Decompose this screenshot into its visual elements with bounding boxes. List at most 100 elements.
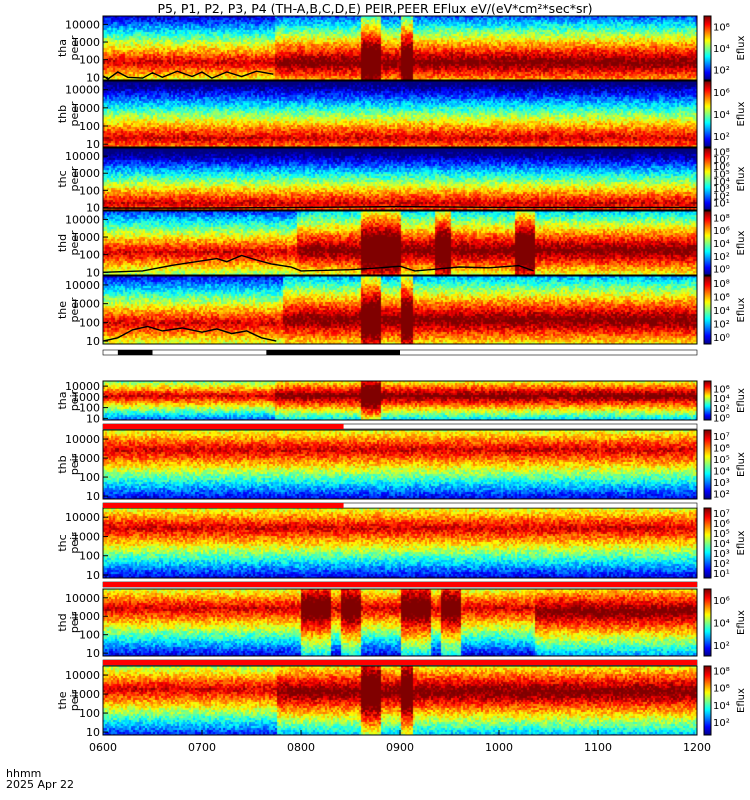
colorbar-tick-label: 10⁵ [713, 455, 730, 466]
panel-thc-peir: 10000 1000 100 10 thc peir 10⁷10⁶10⁵10⁴10³10²1… [56, 507, 747, 582]
xtick-label: 1100 [584, 741, 612, 754]
xtick-label: 1200 [683, 741, 711, 754]
ytick-label: 1000 [72, 530, 100, 543]
colorbar-tick-label: 10⁴ [713, 619, 730, 630]
colorbar-tick-label: 10² [713, 559, 730, 570]
colorbar-tick-label: 10⁵ [713, 170, 730, 181]
panel-ylabel: thc [56, 534, 69, 551]
colorbar-tick-label: 10⁷ [713, 509, 730, 520]
panel-ylabel: thc [56, 170, 69, 187]
ytick-label: 10000 [65, 213, 100, 226]
panel-ylabel: peir [68, 389, 81, 411]
panel-frame [102, 147, 698, 211]
ytick-label: 1000 [72, 102, 100, 115]
spectrogram-image [103, 211, 697, 275]
colorbar-tick-label: 10² [713, 404, 730, 415]
colorbar-tick-label: 10⁴ [713, 394, 730, 405]
colorbar [704, 666, 711, 735]
ytick-label: 10 [86, 647, 100, 660]
colorbar-tick-label: 10⁴ [713, 239, 730, 250]
overlay-line [102, 254, 534, 273]
spectrogram-image [103, 16, 697, 80]
colorbar-tick-label: 10³ [713, 478, 730, 489]
colorbar-frame [703, 15, 712, 81]
ytick-label: 1000 [72, 688, 100, 701]
xtick-label: 0800 [287, 741, 315, 754]
ytick-label: 100 [79, 120, 100, 133]
ytick-label: 1000 [72, 298, 100, 311]
panel-frame [102, 15, 698, 81]
panel-ylabel: tha [56, 391, 69, 409]
spectrogram-image [103, 81, 697, 147]
colorbar-frame [703, 380, 712, 421]
ytick-label: 100 [79, 402, 100, 415]
colorbar [704, 430, 711, 499]
plot-title: P5, P1, P2, P3, P4 (TH-A,B,C,D,E) PEIR,P… [157, 1, 593, 16]
colorbar-tick-label: 10⁰ [713, 265, 730, 276]
overlay-line [102, 325, 277, 342]
colorbar-frame [703, 210, 712, 276]
panel-thb-peer: 10000 1000 100 10 thb peer 10⁶ 10⁴ 10² Eflux [56, 80, 747, 151]
panel-ylabel: the [56, 301, 69, 319]
spectrogram-image [103, 276, 697, 344]
colorbar-frame [703, 507, 712, 579]
colorbar-label: Eflux [736, 35, 747, 60]
spectrogram-image [103, 508, 697, 578]
colorbar-tick-label: 10⁷ [713, 432, 730, 443]
panel-ylabel: thb [56, 455, 69, 473]
overlay-line [103, 205, 697, 209]
time-axis-caption: hhmm [6, 767, 42, 780]
colorbar-tick-label: 10⁶ [713, 226, 730, 237]
ytick-label: 10 [86, 412, 100, 425]
colorbar [704, 211, 711, 275]
xtick-label: 0900 [386, 741, 414, 754]
panel-the-peer: 10000 1000 100 10 the peer 10⁸ 10⁶ 10⁴ 10² 10⁰ Eflu… [56, 275, 747, 348]
colorbar-tick-label: 10² [713, 252, 730, 263]
panel-frame [102, 429, 698, 500]
colorbar-label: Eflux [736, 297, 747, 322]
panel-the-peir: 10000 1000 100 10 the peir 10⁸ 10⁶ 10⁴ 10² Eflux [56, 665, 747, 739]
panel-ylabel: peir [68, 532, 81, 554]
ytick-label: 10000 [65, 511, 100, 524]
ytick-label: 10000 [65, 592, 100, 605]
colorbar [704, 508, 711, 578]
mode-flag-bar [102, 349, 698, 356]
panel-thd-peer: 10000 1000 100 10 thd peer 10⁸ 10⁶ 10⁴ 10² 10⁰ Eflu… [56, 210, 747, 279]
colorbar-tick-label: 10⁸ [713, 279, 730, 290]
panel-ylabel: the [56, 691, 69, 709]
panel-thd-peir: 10000 1000 100 10 thd peir 10⁶ 10⁴ 10² Eflux [56, 588, 747, 660]
colorbar-tick-label: 10⁶ [713, 596, 730, 607]
mode-flag-bar [102, 659, 698, 666]
panel-ylabel: peer [68, 166, 81, 192]
panel-ylabel: peer [68, 35, 81, 61]
colorbar [704, 381, 711, 420]
colorbar-frame [703, 147, 712, 211]
ytick-label: 10000 [65, 84, 100, 97]
colorbar-tick-label: 10² [713, 641, 730, 652]
panel-frame [102, 80, 698, 148]
panel-ylabel: peer [68, 101, 81, 127]
ytick-label: 100 [79, 550, 100, 563]
xtick-label: 1000 [485, 741, 513, 754]
ytick-label: 1000 [72, 610, 100, 623]
colorbar-tick-label: 10⁶ [713, 292, 730, 303]
colorbar-tick-label: 10¹ [713, 199, 730, 210]
date-caption: 2025 Apr 22 [6, 778, 75, 791]
colorbar-tick-label: 10¹ [713, 569, 730, 580]
colorbar [704, 81, 711, 147]
colorbar-tick-label: 10⁷ [713, 155, 730, 166]
colorbar-label: Eflux [736, 530, 747, 555]
colorbar-tick-label: 10⁵ [713, 529, 730, 540]
colorbar-frame [703, 665, 712, 736]
colorbar-label: Eflux [736, 166, 747, 191]
ytick-label: 10 [86, 201, 100, 214]
panel-ylabel: peir [68, 611, 81, 633]
colorbar [704, 148, 711, 210]
ytick-label: 100 [79, 184, 100, 197]
spectrogram-image [103, 589, 697, 656]
colorbar-tick-label: 10⁶ [713, 88, 730, 99]
